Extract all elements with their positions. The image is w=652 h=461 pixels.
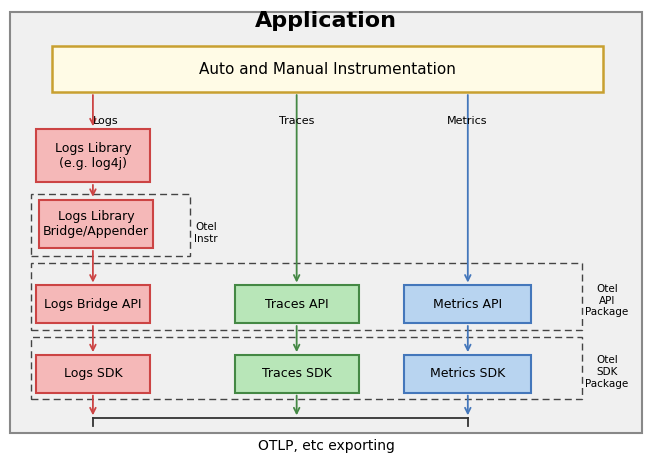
Text: Otel
API
Package: Otel API Package: [585, 284, 629, 317]
Bar: [39, 200, 153, 248]
Bar: [36, 129, 150, 182]
Bar: [52, 46, 603, 92]
Text: Metrics API: Metrics API: [433, 298, 503, 311]
Text: Logs SDK: Logs SDK: [64, 367, 122, 380]
Bar: [404, 285, 531, 323]
Text: Metrics SDK: Metrics SDK: [430, 367, 505, 380]
Text: Otel
SDK
Package: Otel SDK Package: [585, 355, 629, 389]
Bar: [235, 355, 359, 393]
Bar: [404, 355, 531, 393]
Text: Metrics: Metrics: [447, 116, 488, 126]
Text: Application: Application: [255, 11, 397, 31]
Text: Logs Library
Bridge/Appender: Logs Library Bridge/Appender: [43, 210, 149, 238]
Text: Logs Bridge API: Logs Bridge API: [44, 298, 141, 311]
Text: Traces API: Traces API: [265, 298, 329, 311]
Text: Logs Library
(e.g. log4j): Logs Library (e.g. log4j): [55, 142, 131, 170]
Bar: [31, 263, 582, 330]
Text: Traces: Traces: [279, 116, 314, 126]
Bar: [31, 194, 190, 256]
Bar: [31, 337, 582, 399]
Text: Auto and Manual Instrumentation: Auto and Manual Instrumentation: [200, 62, 456, 77]
Text: OTLP, etc exporting: OTLP, etc exporting: [258, 439, 394, 453]
Bar: [235, 285, 359, 323]
Text: Traces SDK: Traces SDK: [262, 367, 331, 380]
Text: Otel
Instr: Otel Instr: [194, 222, 218, 243]
Bar: [36, 355, 150, 393]
Bar: [36, 285, 150, 323]
Text: Logs: Logs: [93, 116, 119, 126]
